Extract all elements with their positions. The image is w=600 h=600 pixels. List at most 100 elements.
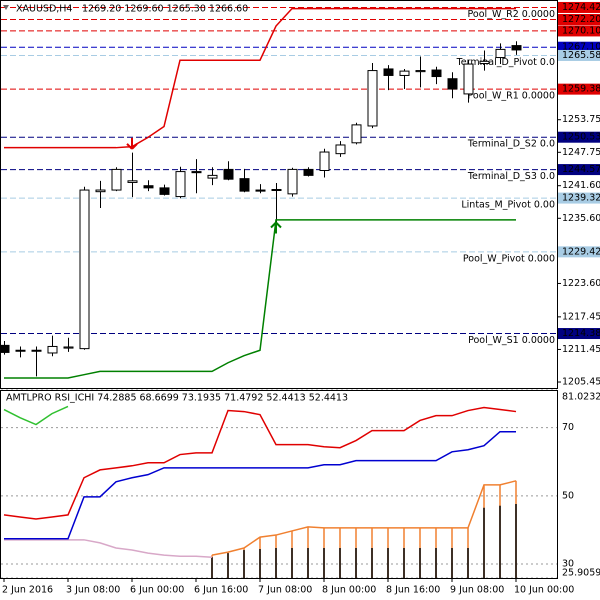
- y-tick-label: 50: [562, 490, 574, 501]
- level-price-box: [558, 246, 600, 258]
- x-tick-label: 10 Jun 00:00: [514, 585, 574, 596]
- candle-body: [431, 69, 442, 78]
- candle-body: [207, 174, 218, 179]
- level-price-box: [558, 131, 600, 143]
- y-tick-label: 81.0232: [562, 392, 600, 403]
- x-tick-label: 8 Jun 16:00: [386, 585, 440, 596]
- y-tick-label: 70: [562, 422, 574, 433]
- level-price-box: [558, 164, 600, 176]
- candle-body: [463, 63, 474, 95]
- candle-body: [303, 168, 314, 176]
- candle-body: [159, 187, 170, 195]
- signal-arrow: [126, 137, 138, 150]
- price-panel: Pool_W_R2 0.0000 Terminal_D_Pivot 0.0 Pool…: [0, 6, 557, 379]
- candle-body: [47, 345, 58, 354]
- candle-body: [111, 168, 122, 191]
- level-price-label: 1214.38: [562, 328, 600, 339]
- price-frame: [0, 0, 558, 389]
- candle-body: [191, 171, 202, 174]
- candle-body: [351, 124, 362, 144]
- candle-body: [287, 168, 298, 195]
- candle-body: [447, 78, 458, 90]
- level-price-box: [558, 328, 600, 340]
- indicator-line: [211, 480, 517, 556]
- level-name: Terminal_D_S2 0.0: [467, 139, 555, 150]
- y-tick-label: 25.9059: [562, 568, 600, 579]
- level-price-label: 1272.20: [562, 14, 600, 25]
- candle-body: [319, 151, 330, 171]
- candle-body: [31, 349, 42, 352]
- indicator-line: [4, 219, 516, 379]
- y-tick-label: 1235.60: [562, 213, 600, 224]
- candle-body: [143, 185, 154, 189]
- indicator-line: [4, 7, 516, 149]
- x-tick-label: 6 Jun 16:00: [194, 585, 248, 596]
- candle-body: [415, 70, 426, 73]
- level-name: Lintas_M_Pivot 0.00: [461, 200, 555, 211]
- symbol-icon: [3, 5, 9, 10]
- x-tick-label: 3 Jun 08:00: [66, 585, 120, 596]
- signal-arrow: [270, 221, 282, 234]
- candle-body: [479, 60, 490, 65]
- indicator-frame: [0, 390, 558, 579]
- level-price-label: 1267.10: [562, 42, 600, 53]
- candle-body: [255, 189, 266, 192]
- level-price-label: 1250.53: [562, 132, 600, 143]
- level-name: Pool_W_R2 0.0000: [468, 9, 555, 20]
- candle-body: [63, 346, 74, 349]
- y-tick-label: 1211.45: [562, 344, 600, 355]
- x-tick-label: 8 Jun 00:00: [322, 585, 376, 596]
- candle-body: [367, 70, 378, 127]
- y-tick-label: 1253.75: [562, 114, 600, 125]
- candle-body: [335, 144, 346, 155]
- level-name: Terminal_D_S3 0.0: [467, 171, 555, 182]
- y-tick-label: 1205.45: [562, 377, 600, 388]
- candle-body: [0, 344, 10, 353]
- ohlc-readout: 1269.20 1269.60 1265.30 1266.60: [82, 4, 248, 15]
- x-tick-label: 2 Jun 2016: [2, 585, 53, 596]
- level-price-box: [558, 41, 600, 53]
- level-name: Pool_W_S1 0.0000: [468, 335, 555, 346]
- level-price-box: [558, 49, 600, 61]
- indicator-line: [3, 405, 69, 426]
- level-price-label: 1274.42: [562, 2, 600, 13]
- indicator-line: [4, 539, 213, 558]
- candle-body: [127, 180, 138, 183]
- level-price-box: [558, 14, 600, 26]
- y-tick-label: 1241.60: [562, 180, 600, 191]
- indicator-line: [4, 430, 516, 540]
- level-price-box: [558, 192, 600, 204]
- candle-body: [239, 178, 250, 192]
- y-tick-label: 1223.60: [562, 278, 600, 289]
- candle-body: [399, 70, 410, 76]
- level-price-box: [558, 83, 600, 95]
- candle-body: [383, 68, 394, 76]
- y-tick-label: 30: [562, 559, 574, 570]
- indicator-panel: [1, 389, 557, 579]
- y-tick-label: 1247.75: [562, 147, 600, 158]
- x-tick-label: 9 Jun 08:00: [450, 585, 504, 596]
- y-tick-label: 1217.45: [562, 311, 600, 322]
- candle-body: [175, 171, 186, 198]
- indicator-line: [3, 406, 517, 520]
- level-price-label: 1259.38: [562, 84, 600, 95]
- level-price-box: [558, 25, 600, 37]
- level-name: Pool_W_R1 0.0000: [468, 91, 555, 102]
- level-price-box: [558, 1, 600, 13]
- x-tick-label: 7 Jun 08:00: [258, 585, 312, 596]
- candle-body: [223, 168, 234, 180]
- level-price-label: 1244.57: [562, 164, 600, 175]
- symbol-title: XAUUSD,H4: [16, 4, 72, 15]
- level-name: Pool_W_Pivot 0.000: [463, 253, 555, 264]
- x-tick-label: 6 Jun 00:00: [130, 585, 184, 596]
- candle-body: [495, 48, 506, 59]
- level-price-label: 1270.10: [562, 25, 600, 36]
- level-price-label: 1265.58: [562, 50, 600, 61]
- candle-body: [15, 349, 26, 352]
- indicator-title: AMTLPRO RSI_ICHI 74.2885 68.6699 73.1935…: [6, 393, 348, 404]
- candle-body: [511, 45, 522, 51]
- candle-body: [271, 189, 282, 192]
- candle-body: [95, 189, 106, 193]
- level-price-label: 1239.32: [562, 193, 600, 204]
